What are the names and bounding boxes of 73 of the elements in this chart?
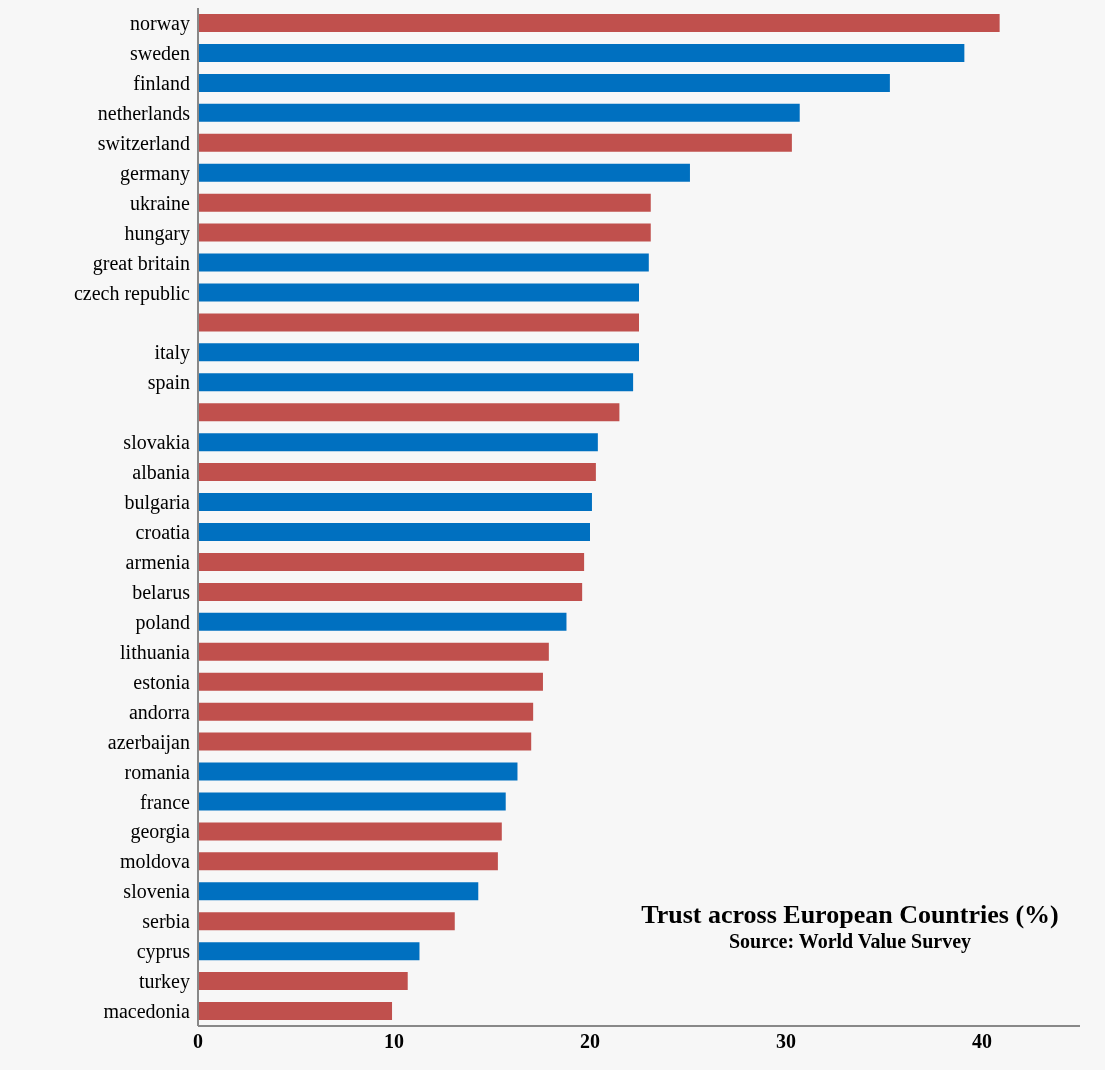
y-tick-label: ukraine [130, 191, 191, 214]
y-tick-label: romania [124, 760, 191, 783]
bar [198, 14, 1000, 32]
y-tick-label: georgia [130, 820, 191, 844]
y-tick-label: spain [147, 371, 190, 395]
text: Source: World Value Survey [727, 930, 973, 953]
y-tick-label: belarus [132, 580, 191, 603]
y-tick-label: andorra [128, 700, 191, 723]
y-tick-label: slovenia [123, 880, 191, 903]
bar [198, 103, 800, 122]
bar [198, 942, 420, 961]
bar [198, 672, 543, 691]
bar [198, 493, 592, 512]
bar [198, 253, 649, 272]
bar [198, 612, 567, 631]
y-tick-label: germany [120, 161, 190, 185]
y-tick-label: norway [130, 12, 190, 36]
bar [198, 523, 590, 541]
y-tick-label: serbia [142, 910, 191, 933]
bar [198, 163, 690, 182]
y-tick-label: czech republic [73, 281, 191, 305]
y-tick-label: macedonia [103, 1000, 191, 1023]
bar [198, 972, 408, 991]
bar [198, 463, 596, 482]
y-tick-label: turkey [138, 970, 190, 994]
bar [198, 762, 518, 781]
bar [198, 193, 651, 212]
bar [198, 552, 585, 571]
y-tick-label: lithuania [120, 640, 191, 663]
y-tick-label: estonia [133, 670, 191, 693]
bar [198, 912, 455, 931]
bar [198, 882, 479, 901]
y-tick-label: hungary [124, 221, 190, 245]
x-tick-label: 20 [580, 1030, 600, 1053]
bar [198, 313, 639, 332]
y-tick-label: armenia [125, 551, 191, 574]
y-tick-label: switzerland [97, 131, 190, 154]
y-tick-label: italy [154, 341, 190, 365]
y-tick-label: croatia [135, 521, 191, 544]
y-tick-label: cyprus [136, 940, 191, 964]
bar [198, 702, 534, 721]
y-tick-label: finland [133, 71, 190, 94]
bar [198, 373, 634, 392]
bar [198, 73, 890, 92]
bar [198, 133, 792, 152]
bar [198, 403, 620, 422]
text: Trust across European Countries (%) [640, 900, 1060, 930]
y-tick-label: slovakia [123, 431, 191, 454]
bar [198, 792, 506, 811]
bar [198, 433, 598, 452]
y-tick-label: poland [135, 610, 190, 634]
bar [198, 582, 583, 601]
bar [198, 642, 549, 661]
bar [198, 732, 532, 751]
bar [198, 223, 651, 242]
x-tick-label: 40 [972, 1030, 992, 1053]
x-tick-label: 10 [384, 1030, 404, 1053]
y-tick-label: albania [132, 461, 191, 484]
y-tick-label: bulgaria [124, 491, 191, 515]
x-tick-label: 30 [776, 1030, 796, 1053]
bar [198, 1002, 393, 1021]
x-tick-label: 0 [193, 1030, 203, 1053]
bar [198, 43, 965, 62]
bar [198, 283, 639, 302]
y-tick-label: netherlands [97, 101, 191, 124]
bar [198, 343, 639, 362]
y-tick-label: azerbaijan [107, 730, 190, 754]
y-tick-label: great britain [92, 251, 190, 275]
bar [198, 852, 498, 871]
y-tick-label: moldova [120, 850, 191, 873]
y-tick-label: france [140, 790, 191, 813]
bar [198, 822, 502, 841]
y-tick-label: sweden [130, 42, 190, 65]
